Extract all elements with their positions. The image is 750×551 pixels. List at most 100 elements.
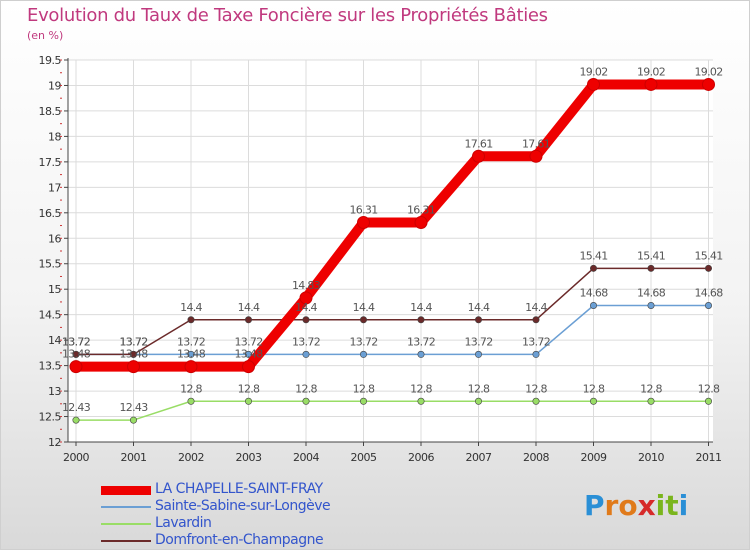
data-point	[474, 350, 482, 358]
legend-label: Sainte-Sabine-sur-Longève	[155, 498, 331, 514]
data-point	[127, 360, 140, 374]
data-label: 15.41	[695, 249, 723, 262]
data-point	[704, 264, 712, 272]
data-point	[357, 215, 370, 229]
legend-label: LA CHAPELLE-SAINT-FRAY	[155, 481, 323, 497]
data-label: 14.4	[525, 301, 547, 314]
data-point	[245, 397, 253, 405]
y-tick-label: 13.5	[39, 360, 62, 373]
data-label: 14.68	[580, 286, 609, 299]
data-label: 13.48	[62, 348, 91, 361]
data-point	[644, 77, 658, 91]
legend-swatch	[101, 540, 151, 542]
x-tick-label: 2003	[236, 451, 262, 464]
legend-swatch	[101, 523, 151, 525]
data-point	[414, 215, 428, 229]
legend-label: Lavardin	[155, 515, 212, 531]
data-point	[647, 264, 655, 272]
y-axis-unit: (en %)	[27, 29, 64, 42]
data-point	[417, 350, 425, 358]
logo-letter: i	[678, 489, 689, 522]
data-label: 13.72	[465, 335, 493, 348]
data-point	[187, 397, 195, 405]
data-label: 12.8	[583, 382, 605, 395]
data-label: 13.72	[62, 335, 90, 348]
data-label: 12.8	[295, 382, 317, 395]
data-label: 12.8	[640, 382, 662, 395]
data-label: 12.8	[525, 382, 547, 395]
data-point	[187, 316, 195, 324]
x-tick-label: 2000	[63, 451, 89, 464]
y-tick-label: 16	[48, 232, 61, 245]
data-label: 13.72	[350, 335, 378, 348]
data-point	[72, 416, 80, 424]
x-tick-label: 2011	[696, 451, 722, 464]
data-label: 13.72	[235, 335, 263, 348]
logo-letter: t	[665, 489, 679, 522]
data-point	[474, 316, 482, 324]
data-label: 16.31	[350, 203, 378, 216]
data-label: 15.41	[580, 249, 608, 262]
data-point	[704, 397, 712, 405]
data-label: 13.72	[292, 335, 320, 348]
data-label: 12.43	[62, 401, 91, 414]
data-point	[647, 301, 655, 309]
data-label: 13.48	[120, 348, 149, 361]
logo-letter: x	[637, 489, 656, 522]
data-point	[184, 360, 198, 374]
data-point	[532, 350, 540, 358]
data-label: 13.72	[407, 335, 435, 348]
data-label: 13.72	[120, 335, 148, 348]
series-line	[76, 400, 709, 421]
y-tick-label: 18	[48, 130, 61, 143]
data-point	[187, 350, 195, 358]
data-point	[587, 77, 600, 91]
data-point	[589, 264, 597, 272]
data-label: 14.83	[292, 279, 321, 292]
x-tick-label: 2005	[351, 451, 377, 464]
data-label: 13.48	[235, 348, 264, 361]
data-label: 13.48	[177, 348, 206, 361]
proxiti-logo: Proxiti	[584, 489, 688, 522]
data-point	[245, 316, 253, 324]
data-point	[647, 397, 655, 405]
data-point	[302, 397, 310, 405]
data-point	[130, 416, 138, 424]
data-label: 13.72	[177, 335, 205, 348]
x-tick-label: 2004	[293, 451, 319, 464]
data-point	[417, 316, 425, 324]
x-tick-label: 2001	[121, 451, 147, 464]
data-label: 14.4	[468, 301, 490, 314]
data-point	[69, 360, 83, 374]
y-tick-label: 14.5	[39, 309, 62, 322]
data-label: 14.4	[295, 301, 317, 314]
y-tick-label: 15	[48, 283, 61, 296]
data-point	[417, 397, 425, 405]
data-label: 12.8	[180, 382, 202, 395]
series-line	[76, 304, 709, 356]
y-tick-label: 12.5	[39, 411, 62, 424]
data-label: 14.4	[353, 301, 375, 314]
y-tick-label: 13	[48, 385, 61, 398]
y-tick-label: 16.5	[39, 207, 62, 220]
data-point	[532, 397, 540, 405]
data-point	[474, 397, 482, 405]
data-point	[72, 350, 80, 358]
chart-title: Evolution du Taux de Taxe Foncière sur l…	[27, 5, 548, 26]
data-point	[302, 350, 310, 358]
y-tick-label: 18.5	[39, 105, 62, 118]
data-label: 12.8	[698, 382, 720, 395]
data-label: 12.8	[238, 382, 260, 395]
data-point	[702, 77, 715, 91]
data-point	[130, 350, 138, 358]
data-label: 15.41	[637, 249, 665, 262]
data-point	[359, 350, 367, 358]
x-tick-label: 2009	[581, 451, 607, 464]
data-label: 12.8	[410, 382, 432, 395]
data-label: 17.61	[465, 137, 493, 150]
data-label: 13.72	[62, 335, 90, 348]
x-tick-label: 2008	[523, 451, 549, 464]
data-label: 13.72	[120, 335, 148, 348]
data-label: 12.43	[120, 401, 149, 414]
